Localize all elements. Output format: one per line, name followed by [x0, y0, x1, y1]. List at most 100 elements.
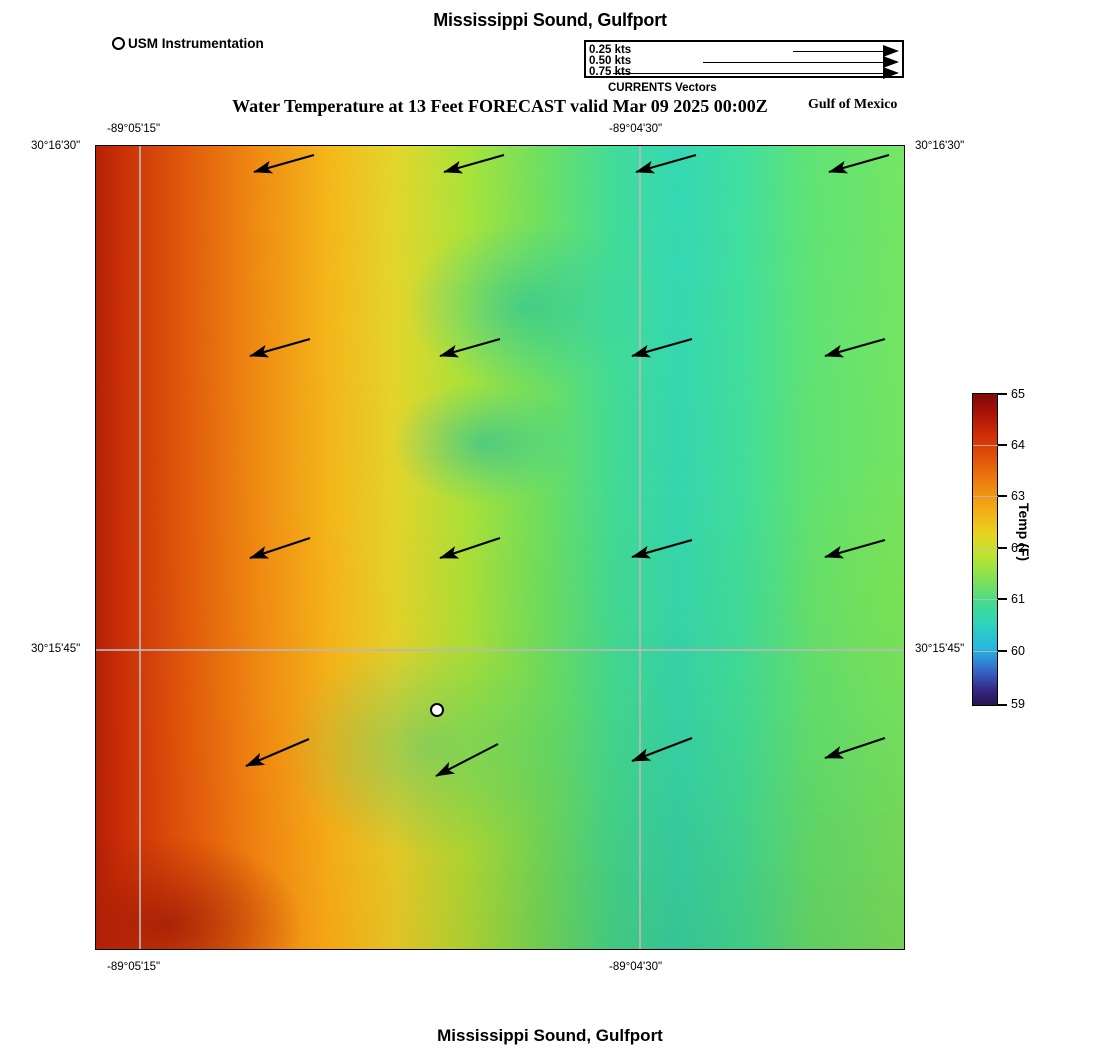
current-vector	[249, 537, 311, 559]
axis-tick-top	[189, 145, 190, 146]
colorbar-label-65: 65	[1011, 387, 1025, 401]
lat-label-left-2: 30°15'45"	[31, 643, 81, 655]
axis-tick-left	[95, 299, 96, 300]
colorbar-tick	[998, 704, 1007, 706]
current-vector	[439, 337, 501, 358]
axis-tick-bottom-major	[639, 949, 640, 950]
temp-coolspot-south	[96, 146, 904, 949]
axis-tick-bottom	[539, 949, 540, 950]
currents-legend-label-050: 0.50 kts	[589, 55, 632, 67]
current-vector	[631, 337, 693, 358]
axis-tick-top-major	[139, 145, 140, 146]
currents-vectors-legend: 0.25 kts 0.50 kts 0.75 kts	[584, 40, 904, 79]
currents-legend-row: 0.75 kts	[586, 66, 902, 79]
chart-subtitle: Water Temperature at 13 Feet FORECAST va…	[232, 96, 768, 116]
current-vector	[824, 337, 886, 358]
axis-tick-top	[489, 145, 490, 146]
axis-tick-right	[904, 849, 905, 850]
axis-tick-right	[904, 699, 905, 700]
axis-tick-left	[95, 399, 96, 400]
axis-tick-right	[904, 499, 905, 500]
current-vector	[631, 538, 693, 559]
axis-tick-bottom	[889, 949, 890, 950]
axis-tick-top	[439, 145, 440, 146]
lon-label-top-2: -89°04'30"	[609, 123, 663, 135]
arrow-head-icon	[883, 67, 899, 79]
colorbar-tick	[998, 444, 1007, 446]
current-vector	[824, 538, 886, 559]
usm-instrumentation-label: USM Instrumentation	[128, 36, 264, 51]
axis-tick-top-major	[639, 145, 640, 146]
axis-tick-left	[95, 899, 96, 900]
current-vector	[824, 737, 886, 759]
usm-station-marker[interactable]	[430, 703, 444, 717]
axis-tick-left	[95, 499, 96, 500]
axis-tick-bottom	[239, 949, 240, 950]
axis-tick-top	[739, 145, 740, 146]
axis-tick-left-major	[95, 149, 96, 150]
gridline-lon-1	[139, 146, 141, 949]
usm-instrumentation-legend: USM Instrumentation	[112, 36, 264, 51]
axis-tick-left	[95, 849, 96, 850]
axis-tick-bottom	[439, 949, 440, 950]
axis-tick-right-major	[904, 649, 905, 650]
colorbar-inner-line	[973, 496, 999, 498]
axis-tick-left	[95, 349, 96, 350]
axis-tick-bottom	[339, 949, 340, 950]
region-label: Gulf of Mexico	[808, 97, 898, 112]
lon-label-bottom-1: -89°05'15"	[107, 961, 161, 973]
axis-tick-bottom	[689, 949, 690, 950]
axis-tick-top	[839, 145, 840, 146]
footer-title: Mississippi Sound, Gulfport	[437, 1026, 663, 1045]
current-vector	[631, 737, 693, 762]
lon-label-top-1: -89°05'15"	[107, 123, 161, 135]
current-vectors-layer	[245, 153, 890, 777]
colorbar-label-61: 61	[1011, 592, 1025, 606]
currents-legend-row: 0.25 kts	[586, 44, 902, 57]
axis-tick-bottom	[839, 949, 840, 950]
axis-tick-bottom	[489, 949, 490, 950]
colorbar-inner-line	[973, 651, 999, 653]
current-vector	[435, 743, 499, 777]
axis-tick-left	[95, 249, 96, 250]
axis-tick-top	[889, 145, 890, 146]
current-vector	[439, 537, 501, 559]
temperature-field	[96, 146, 904, 949]
colorbar-gradient	[972, 393, 999, 706]
axis-tick-left	[95, 199, 96, 200]
colorbar-tick	[998, 598, 1007, 600]
temp-east-green-layer	[96, 146, 904, 949]
axis-tick-bottom	[589, 949, 590, 950]
axis-tick-right-major	[904, 149, 905, 150]
open-circle-marker-icon	[112, 37, 125, 50]
colorbar-label-62: 62	[1011, 541, 1025, 555]
axis-tick-bottom	[389, 949, 390, 950]
temperature-map[interactable]	[95, 145, 905, 950]
colorbar-title: Temp (F)	[1016, 503, 1032, 562]
axis-tick-top	[339, 145, 340, 146]
current-vector	[253, 153, 315, 174]
arrow-head-icon	[883, 45, 899, 57]
axis-tick-bottom	[789, 949, 790, 950]
colorbar-label-64: 64	[1011, 438, 1025, 452]
axis-tick-right	[904, 349, 905, 350]
gridline-lat-1	[96, 649, 904, 651]
temp-coolspot-center	[96, 146, 904, 949]
axis-tick-top	[589, 145, 590, 146]
axis-tick-right	[904, 799, 905, 800]
axis-tick-top	[389, 145, 390, 146]
colorbar-tick	[998, 650, 1007, 652]
currents-legend-line-075	[613, 73, 883, 74]
axis-tick-left-major	[95, 649, 96, 650]
colorbar-inner-line	[973, 599, 999, 601]
axis-tick-right	[904, 549, 905, 550]
colorbar-inner-line	[973, 445, 999, 447]
currents-legend-label-025: 0.25 kts	[589, 44, 632, 56]
axis-tick-left	[95, 599, 96, 600]
axis-tick-left	[95, 699, 96, 700]
currents-legend-line-025	[793, 51, 883, 52]
axis-tick-right	[904, 599, 905, 600]
axis-tick-right	[904, 899, 905, 900]
lat-label-left-1: 30°16'30"	[31, 140, 81, 152]
current-vector	[249, 337, 311, 358]
